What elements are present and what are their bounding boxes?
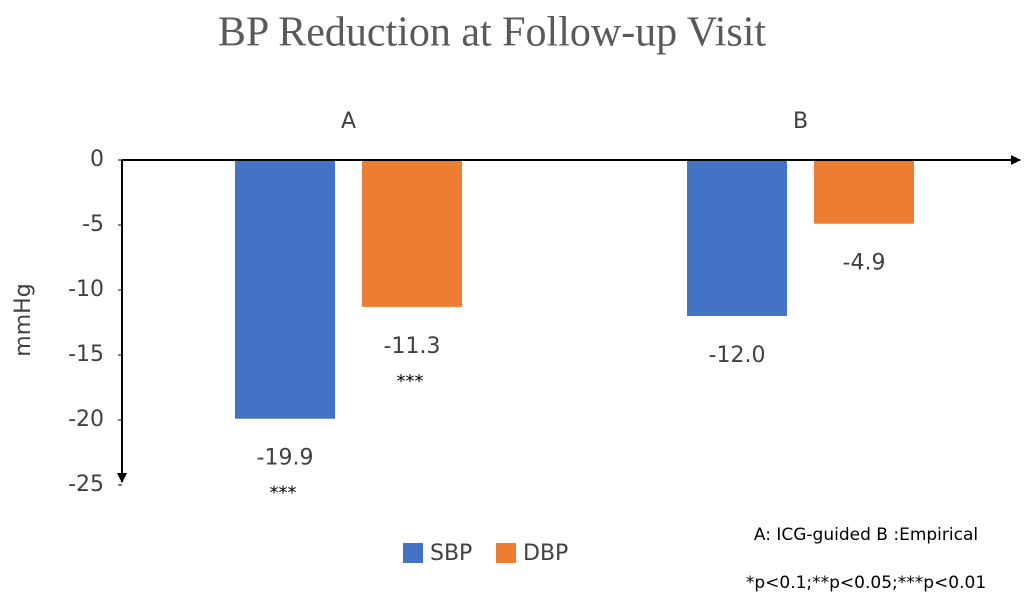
bar [235,160,335,419]
x-tick-label: A [341,109,356,134]
legend-label: SBP [430,541,472,566]
note: A: ICG-guided B :Empirical [754,525,978,545]
data-label: -4.9 [843,251,886,276]
data-label: -19.9 [257,446,314,471]
bar [687,160,787,316]
y-tick-label: 0 [90,147,104,172]
legend-label: DBP [523,541,568,566]
y-tick-label: -10 [68,277,104,302]
data-label: -11.3 [384,334,441,359]
legend-swatch [403,543,423,563]
legend-swatch [496,543,516,563]
y-tick-label: -25 [68,472,104,497]
bar [814,160,914,224]
bar [362,160,462,307]
data-label: -12.0 [709,343,766,368]
note: *p<0.1;**p<0.05;***p<0.01 [746,573,986,593]
y-tick-label: -5 [82,212,104,237]
y-tick-label: -15 [68,342,104,367]
x-tick-label: B [793,109,808,134]
y-tick-label: -20 [68,407,104,432]
significance: *** [397,371,424,392]
chart-title: BP Reduction at Follow-up Visit [218,10,767,56]
y-axis-label: mmHg [11,283,36,356]
significance: *** [270,483,297,504]
